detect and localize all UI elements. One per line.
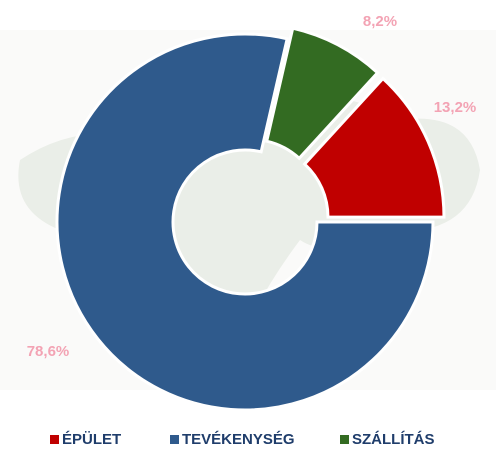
slice: [55, 32, 435, 412]
value-label: 8,2%: [363, 13, 397, 30]
value-label: 78,6%: [27, 343, 70, 360]
legend-swatch: [340, 435, 349, 444]
legend-swatch: [50, 435, 59, 444]
legend-label: TEVÉKENYSÉG: [182, 431, 295, 448]
slice: [264, 26, 380, 161]
legend-label: ÉPÜLET: [62, 431, 121, 448]
value-label: 13,2%: [434, 99, 477, 116]
legend-label: SZÁLLÍTÁS: [352, 431, 435, 448]
slice: [302, 76, 446, 219]
legend-swatch: [170, 435, 179, 444]
